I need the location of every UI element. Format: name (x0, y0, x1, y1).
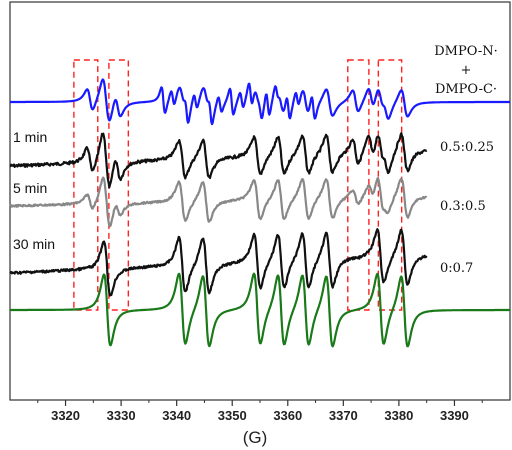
x-axis-ticks: 3320 3330 3340 3350 3360 3370 3380 3390 (37, 400, 483, 423)
ratio-label-30min: 0:0.7 (440, 261, 473, 276)
trace-label-5min: 5 min (13, 180, 47, 196)
highlight-box-1 (73, 59, 99, 311)
trace-30min (9, 228, 428, 297)
legend: DMPO-N· + DMPO-C· (434, 44, 498, 97)
x-tick-label-3350: 3350 (218, 408, 247, 423)
x-tick-label-3390: 3390 (440, 408, 469, 423)
trace-sim-combined (9, 78, 511, 126)
highlight-box-4 (377, 59, 403, 311)
x-tick-label-3360: 3360 (273, 408, 302, 423)
ratio-label-1min: 0.5:0.25 (440, 140, 494, 155)
legend-line-3: DMPO-C· (435, 82, 497, 97)
x-tick-label-3370: 3370 (329, 408, 358, 423)
x-tick-label-3320: 3320 (51, 408, 80, 423)
spectra-traces (9, 78, 511, 348)
x-tick-label-3330: 3330 (107, 408, 136, 423)
ratio-label-5min: 0.3:0.5 (440, 199, 486, 214)
x-axis-title: (G) (243, 428, 268, 447)
trace-1min (9, 132, 428, 189)
legend-line-1: DMPO-N· (434, 44, 498, 59)
x-tick-label-3380: 3380 (384, 408, 413, 423)
legend-line-2: + (461, 63, 472, 78)
highlight-box-2 (108, 59, 130, 311)
trace-label-30min: 30 min (13, 236, 55, 252)
x-tick-label-3340: 3340 (162, 408, 191, 423)
trace-5min (9, 176, 428, 228)
trace-label-1min: 1 min (13, 129, 47, 145)
trace-sim-carbon (9, 272, 511, 348)
